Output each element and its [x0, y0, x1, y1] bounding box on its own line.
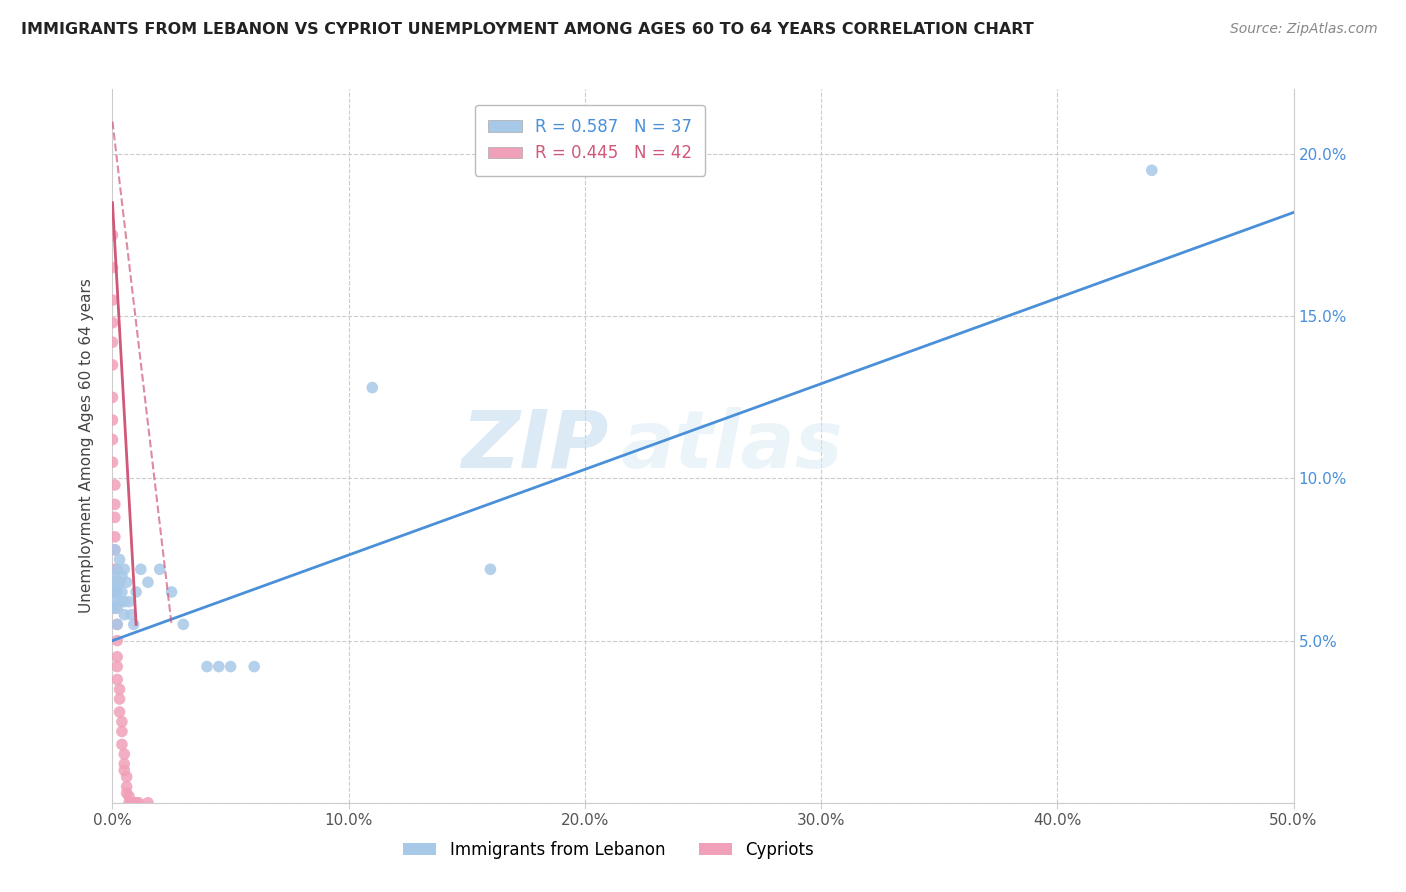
Point: [112, 747, 135, 761]
Point: [112, 562, 135, 576]
Point: [105, 659, 128, 673]
Point: [104, 530, 127, 544]
Point: [111, 568, 134, 582]
Point: [108, 595, 131, 609]
Point: [101, 335, 124, 350]
Point: [112, 764, 135, 778]
Point: [101, 358, 124, 372]
Point: [105, 585, 128, 599]
Y-axis label: Unemployment Among Ages 60 to 64 years: Unemployment Among Ages 60 to 64 years: [79, 278, 94, 614]
Point: [112, 756, 135, 771]
Point: [361, 381, 384, 395]
Point: [108, 575, 131, 590]
Point: [118, 796, 141, 810]
Point: [120, 607, 142, 622]
Legend: Immigrants from Lebanon, Cypriots: Immigrants from Lebanon, Cypriots: [396, 835, 821, 866]
Point: [104, 585, 127, 599]
Point: [108, 692, 131, 706]
Point: [105, 575, 128, 590]
Point: [172, 617, 194, 632]
Point: [122, 617, 145, 632]
Point: [104, 478, 127, 492]
Point: [127, 796, 149, 810]
Point: [1140, 163, 1163, 178]
Text: ZIP: ZIP: [461, 407, 609, 485]
Point: [129, 562, 152, 576]
Point: [136, 796, 159, 810]
Point: [105, 562, 128, 576]
Point: [115, 780, 138, 794]
Point: [101, 316, 124, 330]
Point: [104, 601, 127, 615]
Point: [104, 510, 127, 524]
Point: [104, 497, 127, 511]
Point: [105, 633, 128, 648]
Point: [101, 585, 124, 599]
Point: [101, 455, 124, 469]
Point: [115, 770, 138, 784]
Point: [118, 595, 141, 609]
Point: [125, 796, 148, 810]
Point: [115, 575, 138, 590]
Point: [101, 260, 124, 275]
Point: [104, 575, 127, 590]
Point: [104, 568, 127, 582]
Point: [108, 552, 131, 566]
Text: atlas: atlas: [620, 407, 844, 485]
Point: [208, 659, 231, 673]
Point: [104, 562, 127, 576]
Point: [149, 562, 172, 576]
Point: [195, 659, 218, 673]
Point: [101, 390, 124, 404]
Text: Source: ZipAtlas.com: Source: ZipAtlas.com: [1230, 22, 1378, 37]
Point: [105, 617, 128, 632]
Point: [108, 682, 131, 697]
Point: [111, 585, 134, 599]
Point: [120, 796, 142, 810]
Text: IMMIGRANTS FROM LEBANON VS CYPRIOT UNEMPLOYMENT AMONG AGES 60 TO 64 YEARS CORREL: IMMIGRANTS FROM LEBANON VS CYPRIOT UNEMP…: [21, 22, 1033, 37]
Point: [101, 433, 124, 447]
Point: [105, 601, 128, 615]
Point: [112, 595, 135, 609]
Point: [160, 585, 183, 599]
Point: [101, 413, 124, 427]
Point: [105, 673, 128, 687]
Point: [104, 542, 127, 557]
Point: [112, 607, 135, 622]
Point: [105, 617, 128, 632]
Point: [118, 789, 141, 804]
Point: [122, 796, 145, 810]
Point: [136, 575, 159, 590]
Point: [125, 585, 148, 599]
Point: [111, 738, 134, 752]
Point: [115, 786, 138, 800]
Point: [243, 659, 266, 673]
Point: [111, 724, 134, 739]
Point: [108, 705, 131, 719]
Point: [104, 585, 127, 599]
Point: [101, 601, 124, 615]
Point: [219, 659, 242, 673]
Point: [101, 228, 124, 243]
Point: [104, 542, 127, 557]
Point: [101, 293, 124, 307]
Point: [104, 595, 127, 609]
Point: [111, 714, 134, 729]
Point: [105, 649, 128, 664]
Point: [479, 562, 502, 576]
